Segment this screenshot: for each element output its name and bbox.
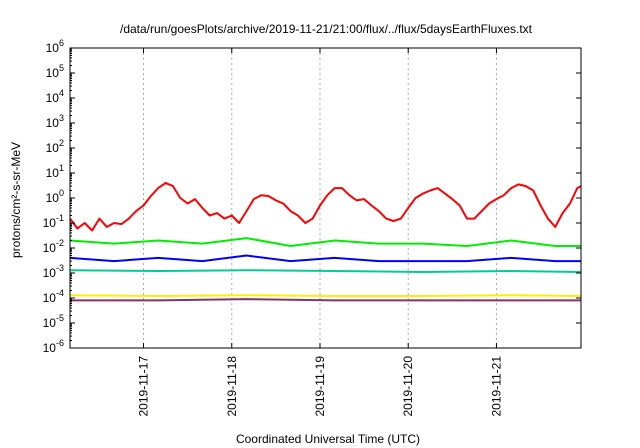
y-ticks: 10-6 10-5 10-4 10-3 10-2 10-1 100 101 102 103 104 1…	[43, 38, 581, 355]
y-tick-label: 10-5	[43, 313, 64, 330]
y-tick-label: 10-1	[43, 213, 64, 230]
y-tick-label: 101	[46, 163, 64, 180]
y-tick-label: 105	[46, 63, 64, 80]
series-line	[69, 254, 581, 263]
y-tick-label: 10-3	[43, 263, 64, 280]
x-tick-label: 2019-11-17	[137, 356, 151, 417]
y-tick-label: 106	[46, 38, 64, 55]
x-tick-label: 2019-11-20	[401, 356, 415, 417]
grid-lines	[143, 48, 497, 348]
series-lines	[69, 181, 582, 302]
y-tick-label: 10-4	[43, 288, 64, 305]
y-axis-label: protons/cm²-s-sr-MeV	[9, 142, 23, 258]
y-tick-label: 103	[46, 113, 64, 130]
series-line	[69, 294, 582, 297]
y-tick-label: 10-6	[43, 338, 64, 355]
y-tick-label: 102	[46, 138, 64, 155]
chart-title: /data/run/goesPlots/archive/2019-11-21/2…	[120, 22, 533, 36]
x-tick-label: 2019-11-19	[313, 356, 327, 417]
y-tick-label: 10-2	[43, 238, 64, 255]
x-tick-label: 2019-11-21	[489, 356, 503, 417]
x-ticks: 2019-11-17 2019-11-18 2019-11-19 2019-11-20…	[137, 48, 503, 417]
x-axis-label: Coordinated Universal Time (UTC)	[236, 432, 420, 446]
series-line	[70, 298, 581, 302]
series-line	[69, 269, 582, 273]
y-tick-label: 100	[46, 188, 64, 205]
series-line	[69, 237, 581, 247]
series-line	[69, 181, 582, 232]
y-tick-label: 104	[46, 88, 64, 105]
x-tick-label: 2019-11-18	[225, 356, 239, 417]
